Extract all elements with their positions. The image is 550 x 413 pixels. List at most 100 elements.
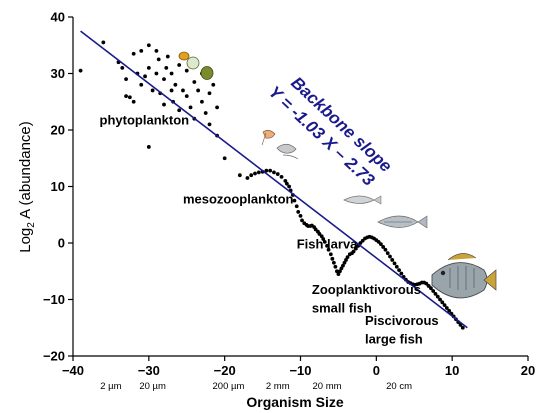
data-point [146,43,151,48]
organism-size-label: 2 mm [266,381,290,392]
data-point [460,325,465,330]
data-point [184,68,189,73]
data-point [351,249,356,254]
data-point [207,122,212,127]
data-point [344,258,348,262]
organism-size-label: 2 µm [100,381,121,392]
x-tick-label: −30 [138,363,160,378]
data-point [237,173,242,178]
data-point [388,254,392,259]
data-point [249,173,254,178]
x-tick-label: −20 [214,363,236,378]
data-point [342,260,347,265]
data-point [162,102,166,107]
y-tick-label: 30 [51,66,65,81]
y-tick-label: −20 [43,349,65,364]
data-point [284,181,289,186]
data-point [333,264,338,269]
data-point [394,264,399,269]
x-axis-title: Organism Size [246,394,343,410]
data-point [256,170,261,175]
data-point [101,40,106,45]
data-point [440,300,445,305]
data-point [188,105,193,110]
y-tick-label: 20 [51,123,65,138]
data-point [326,247,331,252]
x-tick-label: −40 [62,363,84,378]
data-point [279,174,284,179]
fish-larva-icon [343,195,382,205]
annotation-label: mesozooplankton [183,191,294,206]
plot-axes [72,17,528,357]
y-tick-label: −10 [43,292,65,307]
data-point [435,294,440,299]
data-point [150,88,155,93]
data-point [272,170,276,175]
y-tick-label: 10 [51,179,65,194]
data-point [146,65,151,70]
data-point [378,242,383,247]
data-point [429,286,433,291]
data-point [444,306,449,310]
data-point [131,51,136,56]
data-point [298,213,303,218]
annotations: phytoplankton mesozooplankton Fish larva Zo… [100,112,439,346]
data-point [339,266,344,271]
data-point [268,168,273,173]
organism-size-label: 20 mm [313,381,342,392]
phytoplankton-cells-icon [178,51,214,80]
data-point [215,105,219,110]
data-point [139,49,144,53]
organism-size-label: 20 cm [386,381,412,392]
data-point [319,234,324,239]
data-point [294,204,299,209]
data-point [335,269,339,274]
data-point [283,178,288,183]
data-point [383,247,388,252]
data-point [438,297,442,302]
data-point [169,71,174,76]
data-point [253,171,257,176]
data-point [433,291,438,296]
data-point [78,68,83,73]
data-point [322,239,327,244]
data-point [222,156,227,161]
data-point [192,80,197,84]
data-point [173,82,178,87]
data-point [131,99,136,104]
data-point [177,108,182,113]
organism-size-label: 200 µm [213,381,245,392]
backbone-slope-line [80,30,468,329]
data-point [345,255,350,260]
data-point [287,184,292,189]
annotation-label: Zooplanktivorous [312,282,421,297]
data-points [78,40,465,330]
data-point [165,54,170,59]
data-point [211,82,216,87]
large-fish-icon [431,253,497,299]
data-point [331,260,336,265]
data-point [341,263,345,268]
data-point [139,82,144,87]
y-tick-label: 0 [58,236,65,251]
data-point [203,111,208,115]
data-point [392,261,397,266]
x-tick-label: 20 [521,363,535,378]
data-point [162,77,166,82]
x-tick-label: 10 [445,363,459,378]
y-tick-label: 40 [51,10,65,25]
data-point [296,210,301,214]
backbone-slope-label: Backbone slope Y = -1.03 X – 2.73 [265,73,396,190]
x-tick-label: 0 [373,363,380,378]
data-point [353,246,358,251]
data-point [181,88,185,93]
annotation-label: small fish [312,300,372,315]
shrimp-icon [276,143,299,160]
y-axis-title: Log2 A (abundance) [17,121,37,253]
data-point [154,71,159,76]
data-point [390,258,395,262]
data-point [127,95,132,100]
data-point [330,256,335,261]
data-point [399,271,404,276]
